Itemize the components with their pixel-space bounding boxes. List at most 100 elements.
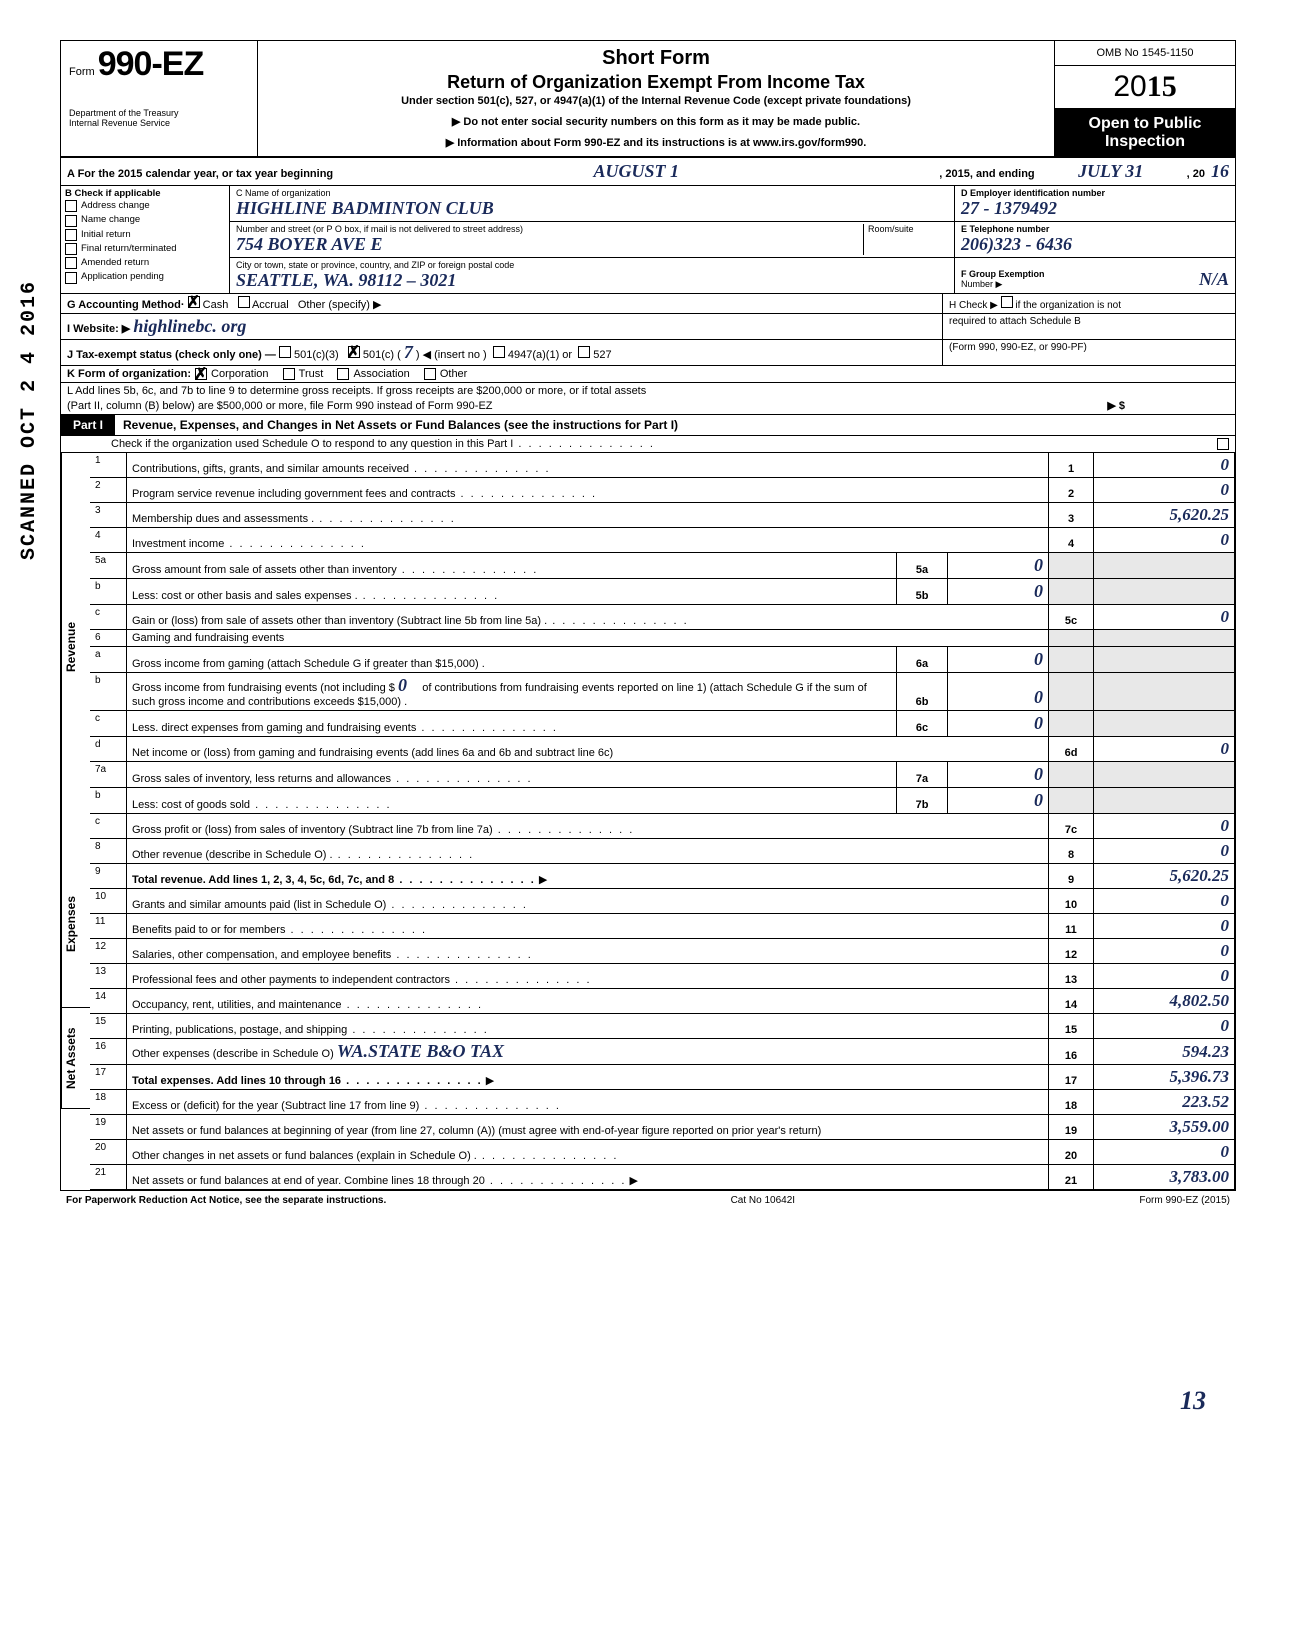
ln18-text: Excess or (deficit) for the year (Subtra… — [132, 1100, 561, 1112]
lbl-accrual: Accrual — [252, 299, 289, 311]
chk-527[interactable] — [578, 346, 590, 358]
ln18-box: 18 — [1049, 1090, 1094, 1115]
box-h: H Check ▶ if the organization is not — [943, 294, 1235, 313]
ln3-text: Membership dues and assessments . — [132, 513, 456, 525]
ln11-box: 11 — [1049, 914, 1094, 939]
ln14-amt: 4,802.50 — [1170, 991, 1230, 1010]
footer-cat-no: Cat No 10642I — [731, 1195, 796, 1206]
ln7a-num: 7a — [90, 762, 127, 788]
ln16-amt: 594.23 — [1182, 1042, 1229, 1061]
row-gh: G Accounting Method· Cash Accrual Other … — [61, 294, 1235, 314]
title-short-form: Short Form — [268, 47, 1044, 70]
ln16-num: 16 — [90, 1039, 127, 1065]
ln2-amt: 0 — [1221, 480, 1230, 499]
ln20-box: 20 — [1049, 1140, 1094, 1165]
tax-year-end-month: JULY 31 — [1041, 161, 1181, 182]
chk-name-change[interactable] — [65, 215, 77, 227]
ln7b-num: b — [90, 788, 127, 814]
chk-501c[interactable] — [348, 346, 360, 358]
open-line1: Open to Public — [1059, 115, 1231, 133]
ln5b-text: Less: cost or other basis and sales expe… — [132, 590, 499, 602]
subtitle-ssn: ▶ Do not enter social security numbers o… — [268, 115, 1044, 128]
ln20-amt: 0 — [1221, 1142, 1230, 1161]
ln11-amt: 0 — [1221, 916, 1230, 935]
ln7c-box: 7c — [1049, 814, 1094, 839]
chk-final-return[interactable] — [65, 243, 77, 255]
chk-address-change[interactable] — [65, 200, 77, 212]
page-number-value: 13 — [1180, 1386, 1206, 1415]
chk-corporation[interactable] — [195, 368, 207, 380]
form-number: 990-EZ — [98, 45, 204, 83]
chk-other-org[interactable] — [424, 368, 436, 380]
ln8-amt: 0 — [1221, 841, 1230, 860]
ln1-text: Contributions, gifts, grants, and simila… — [132, 463, 551, 475]
chk-amended[interactable] — [65, 257, 77, 269]
phone-value: 206)323 - 6436 — [961, 234, 1229, 255]
ln21-box: 21 — [1049, 1165, 1094, 1190]
ein-label: D Employer identification number — [961, 188, 1229, 198]
ln4-num: 4 — [90, 528, 127, 553]
city-value: SEATTLE, WA. 98112 – 3021 — [236, 270, 948, 291]
chk-accrual[interactable] — [238, 296, 250, 308]
ln20-text: Other changes in net assets or fund bala… — [132, 1150, 618, 1162]
lbl-501c3: 501(c)(3) — [294, 349, 339, 361]
chk-initial-return[interactable] — [65, 229, 77, 241]
ln7c-text: Gross profit or (loss) from sales of inv… — [132, 824, 634, 836]
ln12-box: 12 — [1049, 939, 1094, 964]
ln21-text: Net assets or fund balances at end of ye… — [132, 1175, 626, 1187]
ln7a-mbox: 7a — [897, 762, 948, 788]
ln21-amt: 3,783.00 — [1170, 1167, 1230, 1186]
ln8-text: Other revenue (describe in Schedule O) . — [132, 849, 474, 861]
ln5b-mbox: 5b — [897, 579, 948, 605]
ln6b-num: b — [90, 673, 127, 711]
phone-label: E Telephone number — [961, 224, 1229, 234]
chk-schedule-o[interactable] — [1217, 438, 1229, 450]
ln6d-box: 6d — [1049, 737, 1094, 762]
ln6a-text: Gross income from gaming (attach Schedul… — [132, 658, 485, 670]
chk-trust[interactable] — [283, 368, 295, 380]
chk-pending[interactable] — [65, 272, 77, 284]
ln9-text: Total revenue. Add lines 1, 2, 3, 4, 5c,… — [132, 874, 536, 886]
lbl-4947: 4947(a)(1) or — [508, 349, 572, 361]
form-990ez: Form 990-EZ Department of the Treasury I… — [60, 40, 1236, 1191]
row-a-yr-lbl: , 20 — [1187, 168, 1205, 180]
ln20-num: 20 — [90, 1140, 127, 1165]
footer-form-id: Form 990-EZ (2015) — [1139, 1195, 1230, 1206]
lbl-trust: Trust — [299, 368, 324, 380]
row-l-1: L Add lines 5b, 6c, and 7b to line 9 to … — [61, 383, 1235, 397]
chk-cash[interactable] — [188, 296, 200, 308]
chk-association[interactable] — [337, 368, 349, 380]
ln8-num: 8 — [90, 839, 127, 864]
org-name: HIGHLINE BADMINTON CLUB — [236, 198, 948, 219]
ln7b-text: Less: cost of goods sold — [132, 799, 392, 811]
footer-paperwork: For Paperwork Reduction Act Notice, see … — [66, 1195, 386, 1206]
ln16-hand: WA.STATE B&O TAX — [337, 1041, 504, 1061]
ln6d-text: Net income or (loss) from gaming and fun… — [132, 747, 613, 759]
ln6c-text: Less. direct expenses from gaming and fu… — [132, 722, 558, 734]
ln16-text: Other expenses (describe in Schedule O) — [132, 1048, 334, 1060]
subtitle-info: ▶ Information about Form 990-EZ and its … — [268, 136, 1044, 149]
section-bcdef: B Check if applicable Address change Nam… — [61, 186, 1235, 294]
lbl-527: 527 — [593, 349, 611, 361]
side-revenue: Revenue — [61, 453, 90, 841]
chk-4947[interactable] — [493, 346, 505, 358]
ln7b-mamt: 0 — [1034, 790, 1043, 810]
side-expenses: Expenses — [61, 841, 90, 1008]
ln10-text: Grants and similar amounts paid (list in… — [132, 899, 528, 911]
tax-year-begin: AUGUST 1 — [339, 161, 933, 182]
ln5a-text: Gross amount from sale of assets other t… — [132, 564, 538, 576]
row-l-arrow: ▶ $ — [1107, 399, 1125, 412]
ln7a-mamt: 0 — [1034, 764, 1043, 784]
street-label: Number and street (or P O box, if mail i… — [236, 224, 863, 234]
tax-year-end-yr: 16 — [1211, 161, 1229, 182]
ln11-num: 11 — [90, 914, 127, 939]
ln5c-num: c — [90, 605, 127, 630]
row-a-mid: , 2015, and ending — [939, 168, 1034, 180]
ln1-box: 1 — [1049, 453, 1094, 478]
ln9-num: 9 — [90, 864, 127, 889]
chk-schedule-b[interactable] — [1001, 296, 1013, 308]
part1-check-text: Check if the organization used Schedule … — [111, 438, 1213, 450]
lbl-corporation: Corporation — [211, 368, 268, 380]
chk-501c3[interactable] — [279, 346, 291, 358]
ln6b-mbox: 6b — [897, 673, 948, 711]
